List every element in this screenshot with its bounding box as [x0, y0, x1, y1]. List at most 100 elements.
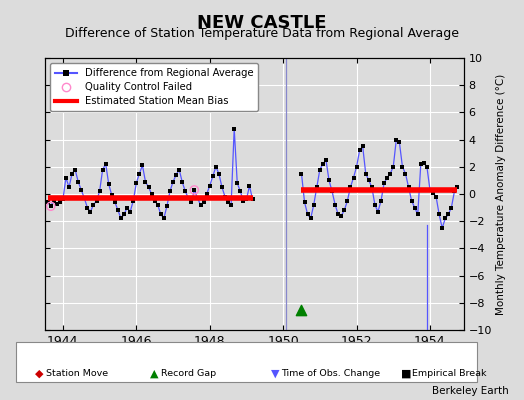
Point: [111, 199, 119, 205]
Point: [401, 170, 410, 177]
Point: [147, 191, 156, 197]
Point: [426, 187, 434, 193]
Point: [432, 194, 440, 200]
Point: [83, 204, 92, 211]
Point: [233, 180, 242, 186]
Point: [129, 198, 137, 204]
Point: [297, 170, 305, 177]
Point: [395, 139, 403, 146]
Point: [362, 170, 370, 177]
Point: [239, 198, 247, 204]
Point: [144, 184, 152, 190]
Point: [352, 164, 361, 170]
Point: [150, 198, 159, 204]
Text: NEW CASTLE: NEW CASTLE: [197, 14, 327, 32]
Point: [322, 157, 330, 163]
Point: [193, 195, 202, 201]
Point: [444, 211, 453, 218]
Point: [383, 174, 391, 181]
Point: [102, 161, 110, 167]
Text: ■: ■: [401, 369, 411, 379]
Point: [410, 204, 419, 211]
Text: Difference of Station Temperature Data from Regional Average: Difference of Station Temperature Data f…: [65, 27, 459, 40]
Point: [438, 225, 446, 231]
Point: [196, 202, 205, 208]
Text: Record Gap: Record Gap: [161, 370, 216, 378]
Point: [420, 160, 428, 166]
Point: [154, 202, 162, 208]
Point: [343, 198, 352, 204]
Text: ◆: ◆: [35, 369, 43, 379]
Point: [135, 170, 144, 177]
Point: [346, 184, 355, 190]
Point: [209, 173, 217, 180]
Point: [169, 178, 177, 185]
Text: ▼: ▼: [271, 369, 279, 379]
Text: ▲: ▲: [150, 369, 159, 379]
Point: [132, 180, 140, 186]
Point: [59, 196, 67, 203]
Point: [117, 215, 125, 222]
Text: Time of Obs. Change: Time of Obs. Change: [281, 370, 380, 378]
Point: [325, 177, 333, 184]
Point: [337, 212, 345, 219]
Point: [307, 215, 315, 222]
Point: [355, 147, 364, 154]
Point: [386, 170, 395, 177]
Point: [328, 188, 336, 194]
Point: [417, 161, 425, 167]
Point: [138, 162, 147, 169]
Point: [389, 164, 397, 170]
Point: [377, 198, 385, 204]
Point: [114, 207, 122, 214]
Point: [453, 184, 462, 190]
Point: [47, 203, 55, 210]
Point: [95, 188, 104, 194]
Point: [334, 211, 342, 218]
Legend: Difference from Regional Average, Quality Control Failed, Estimated Station Mean: Difference from Regional Average, Qualit…: [50, 63, 258, 111]
Point: [435, 211, 443, 218]
Point: [202, 191, 211, 197]
Point: [392, 136, 400, 143]
Point: [175, 166, 183, 173]
Point: [92, 198, 101, 204]
Point: [340, 207, 348, 214]
Point: [248, 196, 257, 203]
Point: [230, 126, 238, 132]
Point: [380, 180, 388, 186]
Point: [190, 187, 199, 193]
Point: [319, 161, 327, 167]
Point: [374, 208, 382, 215]
Point: [141, 178, 150, 185]
Point: [215, 170, 223, 177]
Point: [368, 184, 376, 190]
Point: [245, 183, 254, 189]
Point: [408, 198, 416, 204]
Point: [86, 208, 95, 215]
Text: Empirical Break: Empirical Break: [412, 370, 487, 378]
Point: [313, 184, 321, 190]
Point: [236, 188, 245, 194]
Point: [99, 166, 107, 173]
Point: [398, 164, 407, 170]
Point: [413, 211, 422, 218]
Point: [43, 199, 52, 205]
Point: [212, 164, 220, 170]
Point: [423, 164, 431, 170]
Point: [447, 204, 455, 211]
Point: [74, 178, 82, 185]
Point: [105, 181, 113, 188]
Point: [303, 211, 312, 218]
Point: [441, 215, 450, 222]
Point: [80, 195, 89, 201]
Point: [224, 199, 232, 205]
Point: [297, 306, 305, 313]
Point: [123, 204, 132, 211]
Point: [184, 195, 192, 201]
Point: [56, 199, 64, 205]
Point: [227, 202, 235, 208]
Point: [107, 192, 116, 198]
Point: [358, 143, 367, 150]
Point: [315, 166, 324, 173]
Point: [405, 184, 413, 190]
